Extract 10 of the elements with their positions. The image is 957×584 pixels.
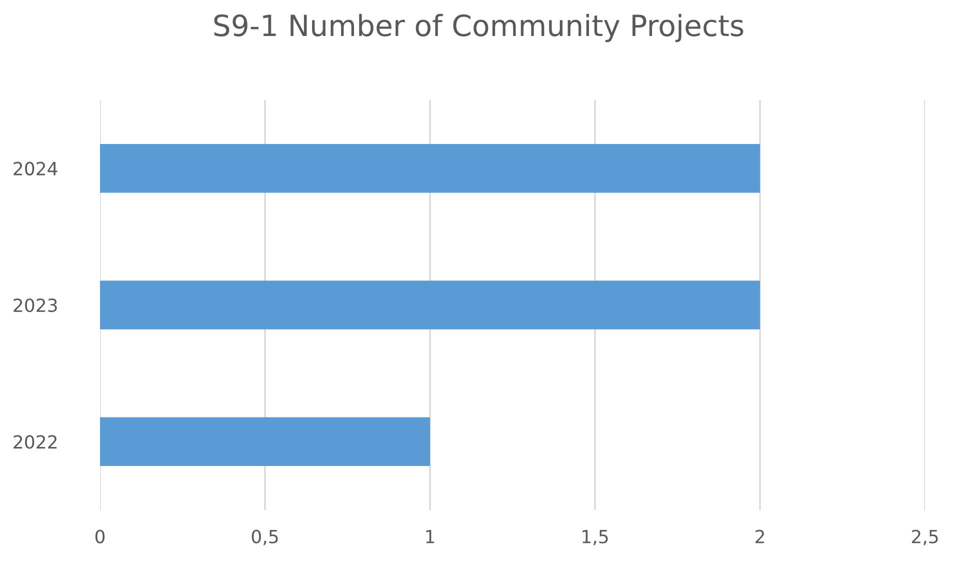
x-tick-label: 0,5 [252,530,278,546]
x-tick-label: 0 [95,530,105,544]
chart-title: S9-1 Number of Community Projects [214,14,744,42]
x-tick-label: 2 [756,530,764,544]
y-tick-label: 2022 [14,435,57,449]
y-tick-label: 2023 [14,298,57,312]
x-tick-label: 2,5 [912,530,938,546]
y-tick-label: 2024 [14,162,58,176]
x-tick-label: 1 [426,530,434,544]
x-tick-label: 1,5 [582,530,608,546]
